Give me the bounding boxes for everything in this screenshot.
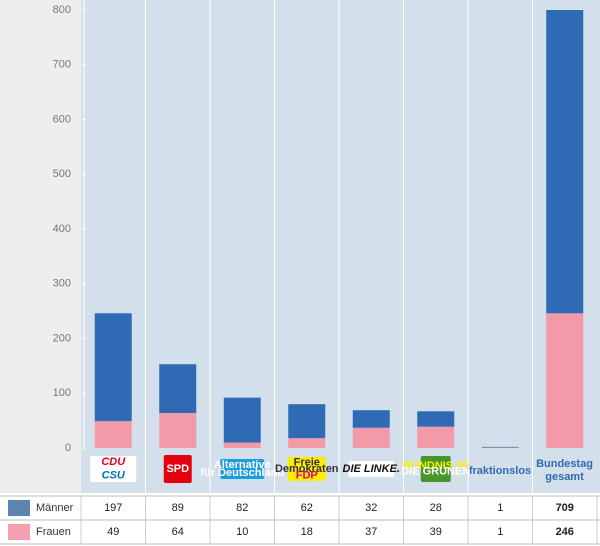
logo-text: Freie (294, 456, 320, 468)
legend-label: Männer (36, 502, 74, 514)
bars (94, 10, 584, 448)
table-value: 709 (556, 502, 574, 514)
party-logo (220, 459, 265, 479)
table-value: 28 (430, 502, 442, 514)
y-tick-label: 400 (53, 223, 71, 235)
bar-segment (94, 421, 132, 448)
legend-swatch (8, 500, 30, 516)
table-value: 1 (497, 526, 503, 538)
y-tick-label: 200 (53, 332, 71, 344)
logo-text: DIE GRÜNEN (401, 465, 470, 478)
bar-segment (94, 313, 132, 422)
party-logo (348, 461, 395, 477)
party-logo (287, 457, 326, 481)
table-value: 64 (172, 526, 184, 538)
bar-segment (481, 447, 519, 448)
table-value: 82 (236, 502, 248, 514)
bar-segment (159, 412, 197, 448)
logo-text: CDU (101, 456, 126, 468)
bar-segment (417, 411, 455, 427)
party-logo (420, 456, 451, 482)
table-value: 89 (172, 502, 184, 514)
party-logo (90, 456, 137, 482)
party-logo (163, 455, 192, 483)
axis-background (0, 0, 81, 493)
table-value: 39 (430, 526, 442, 538)
bar-segment (417, 426, 455, 448)
logo-text: Demokraten (275, 463, 339, 475)
logo-text: BÜNDNIS 90 (403, 459, 468, 472)
logo-text: SPD (166, 463, 189, 475)
table-value: 37 (365, 526, 377, 538)
y-tick-label: 700 (53, 59, 71, 71)
bar-segment (352, 410, 390, 428)
bar-segment (546, 10, 584, 314)
bar-segment (288, 404, 326, 439)
bar-segment (288, 438, 326, 448)
table-value: 49 (107, 526, 119, 538)
bar-segment (546, 313, 584, 448)
logo-text: FDP (296, 469, 318, 481)
bar-segment (159, 364, 197, 413)
table-value: 32 (365, 502, 377, 514)
logo-text: für Deutschland (200, 467, 284, 479)
legend-label: Frauen (36, 526, 71, 538)
bar-segment (352, 427, 390, 448)
x-tick-label: fraktionslos (468, 464, 532, 477)
table-value: 62 (301, 502, 313, 514)
bar-segment (223, 442, 261, 448)
logo-text: CSU (102, 470, 126, 482)
y-tick-label: 0 (65, 442, 71, 454)
logo-text: DIE LINKE. (343, 463, 400, 475)
logo-text: Alternative (214, 459, 271, 471)
plot-background (81, 0, 600, 493)
x-tick-label: Bundestag gesamt (536, 458, 593, 483)
table-value: 10 (236, 526, 248, 538)
y-tick-label: 100 (53, 387, 71, 399)
table-value: 246 (556, 526, 574, 538)
y-tick-label: 600 (53, 113, 71, 125)
y-tick-label: 300 (53, 278, 71, 290)
legend-swatch (8, 524, 30, 540)
table-value: 197 (104, 502, 122, 514)
y-tick-label: 800 (53, 4, 71, 16)
y-tick-label: 500 (53, 168, 71, 180)
table-value: 1 (497, 502, 503, 514)
bar-segment (223, 397, 261, 443)
table-value: 18 (301, 526, 313, 538)
bar-segment (481, 446, 519, 448)
